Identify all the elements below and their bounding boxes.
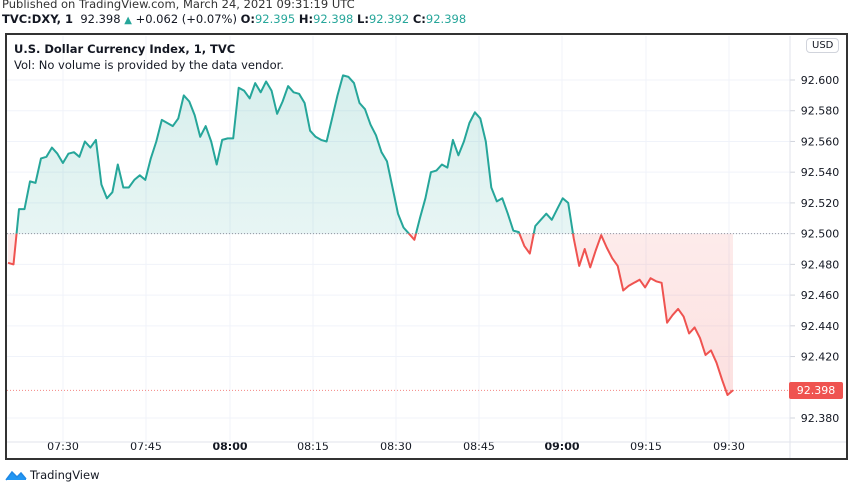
symbol: TVC:DXY, 1 bbox=[2, 12, 73, 26]
tradingview-logo[interactable]: TradingView bbox=[5, 468, 99, 482]
svg-text:92.460: 92.460 bbox=[801, 289, 840, 302]
low-label: L: bbox=[357, 12, 369, 26]
svg-text:08:45: 08:45 bbox=[463, 440, 495, 453]
svg-text:92.560: 92.560 bbox=[801, 135, 840, 148]
price-change: +0.062 (+0.07%) bbox=[135, 12, 237, 26]
svg-text:92.480: 92.480 bbox=[801, 258, 840, 271]
footer-brand: TradingView bbox=[30, 468, 100, 482]
low-value: 92.392 bbox=[368, 12, 410, 26]
tradingview-cloud-icon bbox=[5, 470, 27, 481]
close-value: 92.398 bbox=[425, 12, 467, 26]
svg-text:92.420: 92.420 bbox=[801, 351, 840, 364]
close-label: C: bbox=[412, 12, 426, 26]
open-label: O: bbox=[240, 12, 255, 26]
high-label: H: bbox=[298, 12, 314, 26]
high-value: 92.398 bbox=[313, 12, 354, 26]
up-arrow-icon: ▲ bbox=[124, 15, 132, 26]
svg-text:09:15: 09:15 bbox=[630, 440, 662, 453]
published-note: Published on TradingView.com, March 24, … bbox=[2, 0, 355, 11]
currency-button[interactable]: USD bbox=[806, 38, 840, 53]
current-price-tag: 92.398 bbox=[789, 382, 843, 399]
svg-text:09:30: 09:30 bbox=[713, 440, 745, 453]
svg-text:92.380: 92.380 bbox=[801, 412, 840, 425]
svg-text:92.520: 92.520 bbox=[801, 197, 840, 210]
svg-text:92.440: 92.440 bbox=[801, 320, 840, 333]
volume-note: Vol: No volume is provided by the data v… bbox=[14, 58, 284, 72]
svg-text:08:15: 08:15 bbox=[297, 440, 329, 453]
svg-text:92.540: 92.540 bbox=[801, 166, 840, 179]
svg-text:07:30: 07:30 bbox=[47, 440, 79, 453]
chart-legend-title: U.S. Dollar Currency Index, 1, TVC bbox=[14, 42, 236, 56]
svg-text:09:00: 09:00 bbox=[544, 440, 579, 453]
svg-text:08:30: 08:30 bbox=[380, 440, 412, 453]
svg-text:92.600: 92.600 bbox=[801, 74, 840, 87]
ticker-summary: TVC:DXY, 1 92.398 ▲ +0.062 (+0.07%) O:92… bbox=[2, 12, 466, 26]
svg-text:92.500: 92.500 bbox=[801, 228, 840, 241]
svg-text:07:45: 07:45 bbox=[130, 440, 162, 453]
last-price: 92.398 bbox=[80, 12, 121, 26]
svg-text:92.580: 92.580 bbox=[801, 105, 840, 118]
open-value: 92.395 bbox=[254, 12, 296, 26]
svg-text:08:00: 08:00 bbox=[212, 440, 247, 453]
